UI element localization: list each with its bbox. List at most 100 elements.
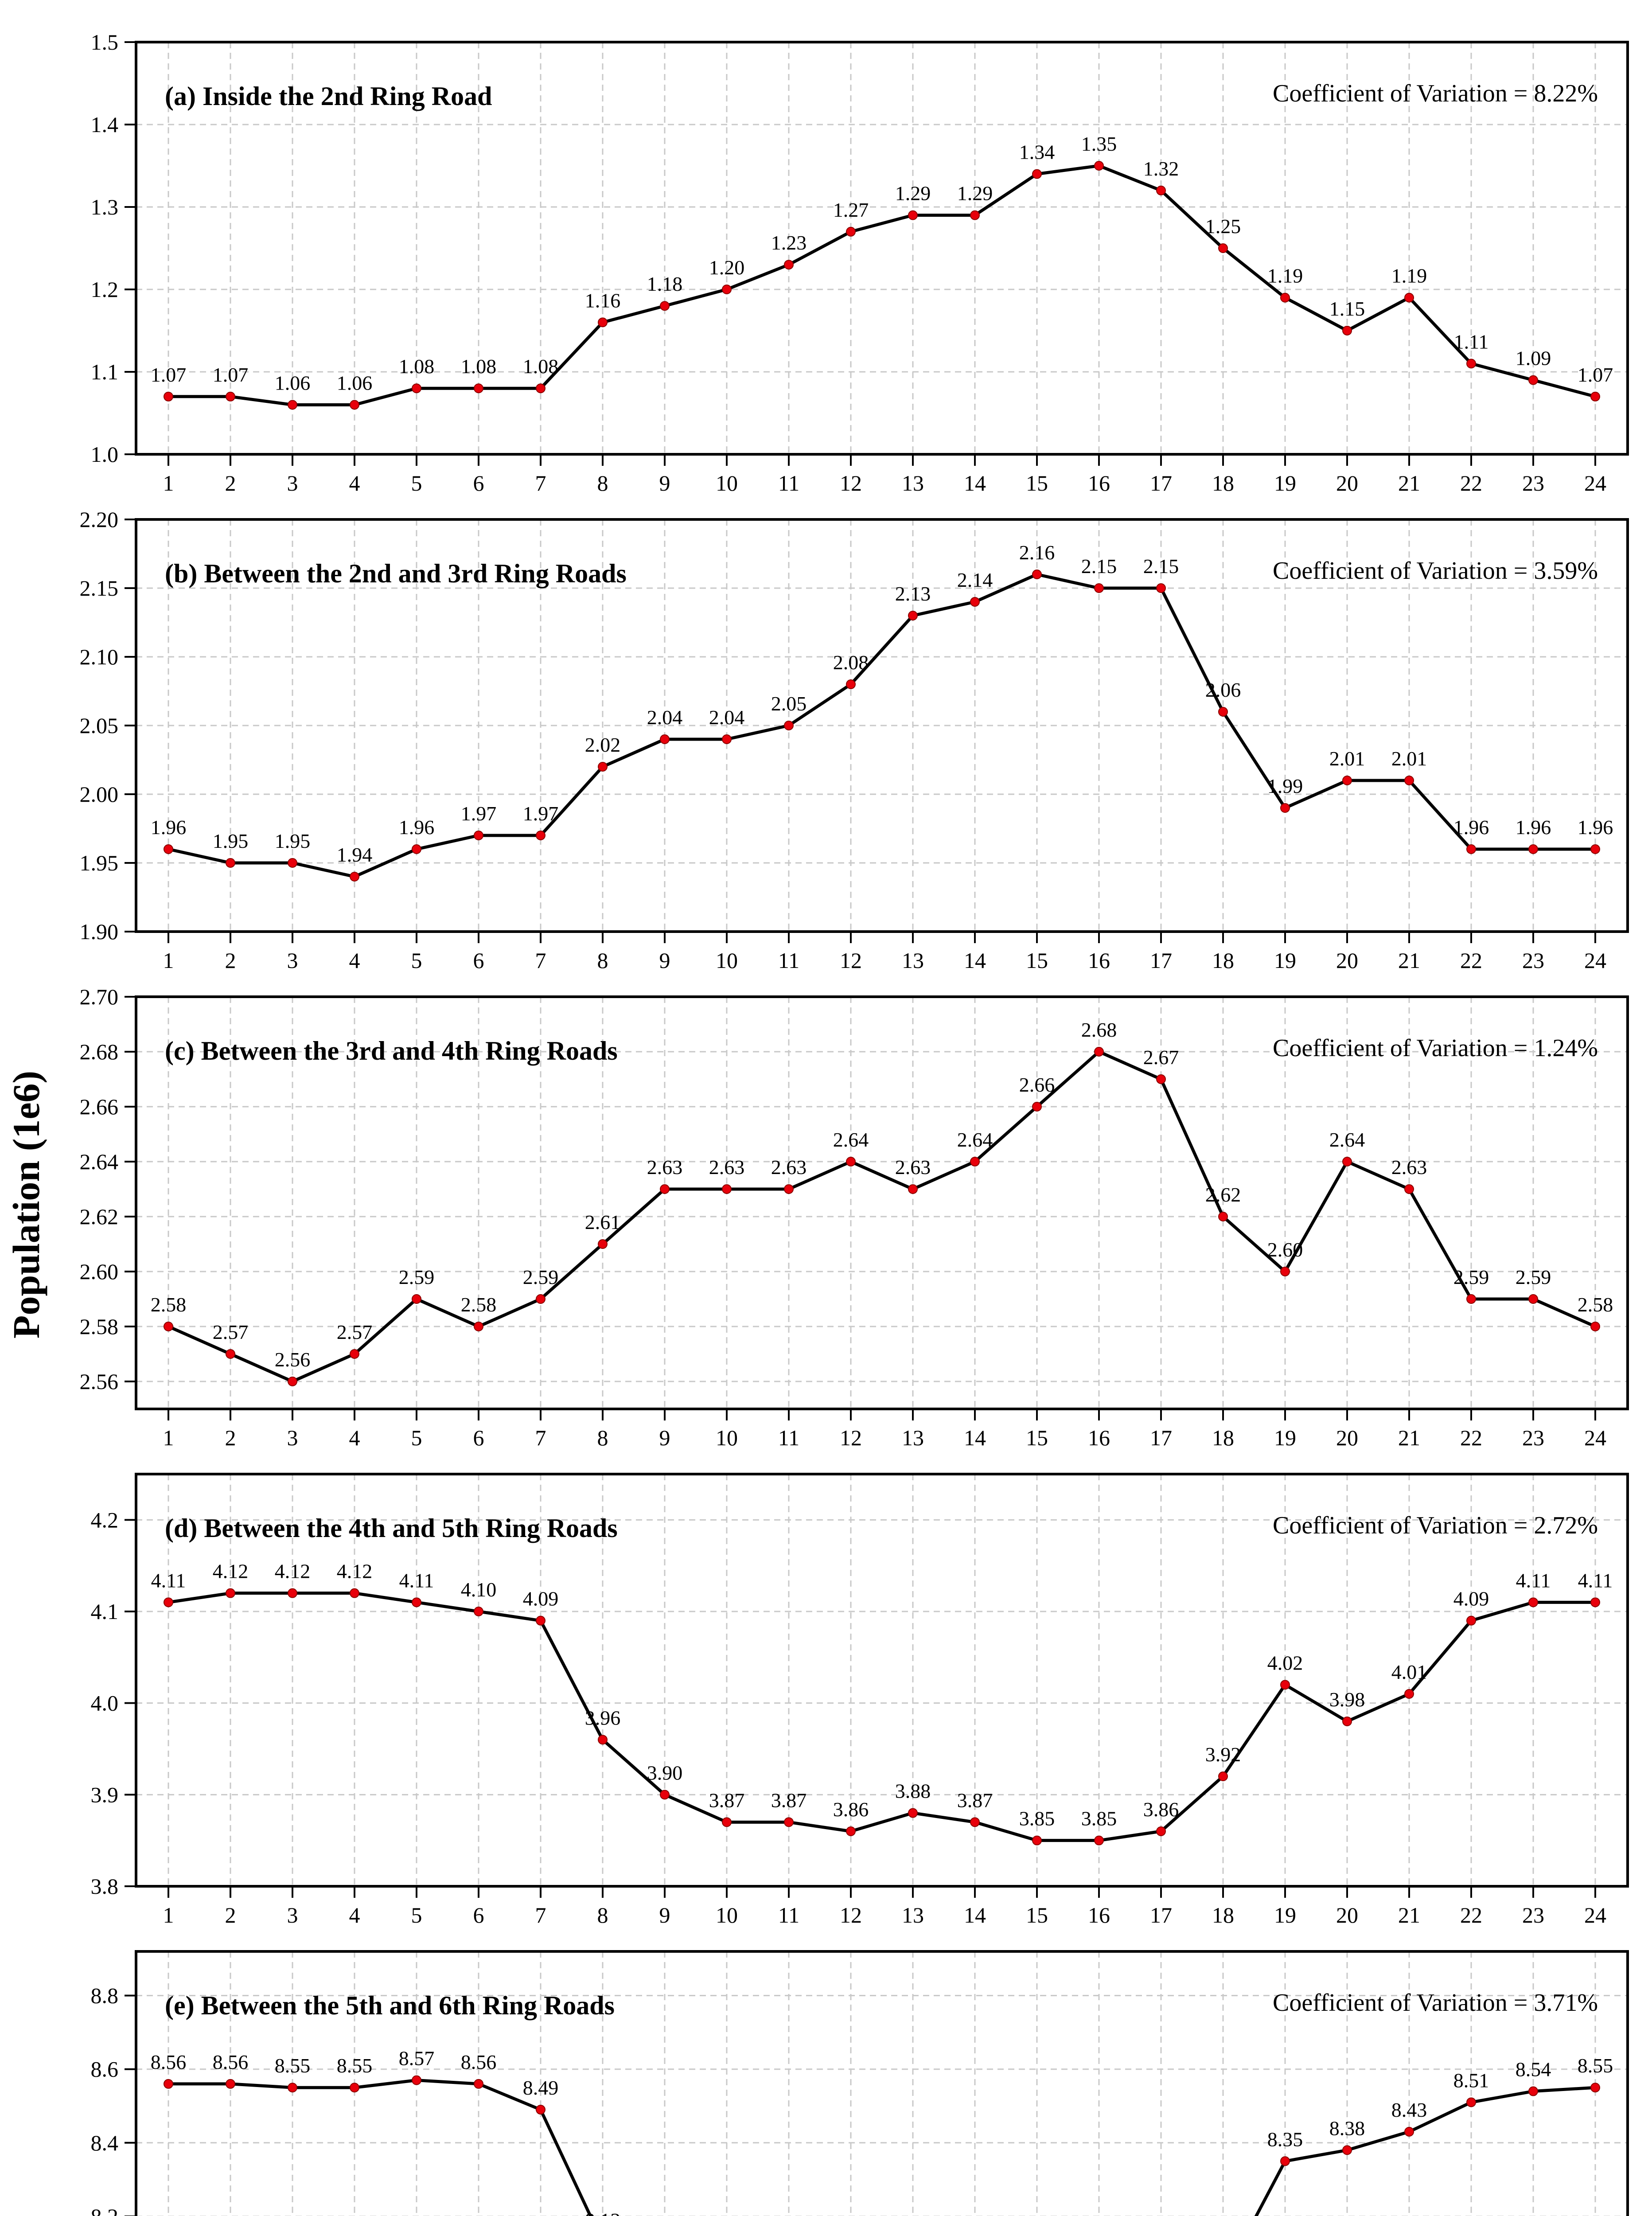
data-point — [970, 1817, 980, 1827]
data-point — [474, 1607, 483, 1616]
data-point — [1094, 1835, 1104, 1845]
data-point — [226, 2079, 235, 2089]
y-tick-label: 1.4 — [91, 112, 119, 137]
y-tick-label: 1.5 — [91, 30, 119, 55]
data-point-label: 3.87 — [957, 1789, 993, 1811]
data-point-label: 1.07 — [213, 363, 249, 386]
data-point — [846, 226, 856, 237]
plot-border — [135, 1473, 1629, 1888]
data-point — [1218, 1771, 1228, 1781]
cv-annotation: Coefficient of Variation = 1.24% — [1273, 1034, 1598, 1062]
data-point — [1528, 2086, 1538, 2096]
data-point-label: 4.09 — [1453, 1588, 1489, 1610]
x-tick-label: 15 — [1026, 471, 1048, 495]
x-tick-label: 22 — [1460, 471, 1482, 495]
x-tick-label: 19 — [1274, 1903, 1296, 1927]
data-point — [1342, 2145, 1352, 2155]
data-point-label: 1.29 — [957, 182, 993, 205]
data-point-label: 1.15 — [1329, 297, 1365, 320]
x-tick-label: 16 — [1088, 1903, 1110, 1927]
data-point — [1590, 2083, 1600, 2093]
data-point-label: 2.63 — [771, 1156, 807, 1178]
x-tick-label: 19 — [1274, 1425, 1296, 1450]
data-point — [474, 2079, 483, 2089]
data-point-label: 1.96 — [399, 816, 435, 839]
x-tick-label: 13 — [902, 1903, 924, 1927]
data-point — [288, 1588, 297, 1598]
y-axis-label: Population (1e6) — [5, 1071, 47, 1338]
data-point-label: 1.97 — [461, 802, 497, 825]
y-tick-label: 2.10 — [80, 644, 119, 669]
x-tick-label: 5 — [411, 948, 422, 973]
x-tick-label: 11 — [778, 948, 799, 973]
data-point — [1156, 185, 1166, 195]
x-tick-label: 6 — [473, 471, 484, 495]
data-point-label: 8.56 — [151, 2051, 187, 2073]
data-line — [167, 164, 1597, 406]
data-point — [1404, 1689, 1414, 1699]
subplot-title: (d) Between the 4th and 5th Ring Roads — [165, 1514, 618, 1543]
data-point — [1466, 1615, 1476, 1626]
data-point-label: 1.19 — [1267, 265, 1303, 287]
data-point — [1280, 1267, 1290, 1276]
data-point — [1528, 1597, 1538, 1607]
x-tick-label: 4 — [349, 1903, 360, 1927]
data-point — [288, 400, 297, 410]
data-point — [226, 1588, 235, 1598]
x-tick-label: 4 — [349, 471, 360, 495]
data-point — [660, 301, 670, 311]
data-point-label: 1.95 — [275, 830, 311, 852]
x-tick-label: 14 — [964, 1903, 986, 1927]
x-tick-label: 1 — [163, 1903, 174, 1927]
data-point-label: 2.58 — [1578, 1293, 1613, 1316]
data-line — [167, 1592, 1597, 1842]
subplot-b: 1.901.952.002.052.102.152.201 2 3 4 5 6 7 8 9 10 1… — [80, 507, 1629, 973]
y-tick-label: 1.90 — [80, 919, 119, 944]
data-point — [474, 383, 483, 394]
data-point — [164, 391, 173, 402]
data-point-label: 1.20 — [709, 256, 745, 279]
data-point — [970, 597, 980, 607]
y-tick-label: 8.8 — [91, 1983, 119, 2008]
x-tick-label: 20 — [1336, 1425, 1358, 1450]
data-point-label: 3.86 — [1143, 1798, 1179, 1821]
data-point-label: 2.63 — [709, 1156, 745, 1178]
data-point-label: 2.16 — [1019, 541, 1055, 564]
data-point-label: 3.98 — [1329, 1688, 1365, 1711]
y-tick-label: 1.0 — [91, 442, 119, 467]
x-tick-label: 7 — [535, 1903, 546, 1927]
x-tick-label: 6 — [473, 948, 484, 973]
x-tick-label: 21 — [1398, 471, 1420, 495]
y-tick-label: 2.60 — [80, 1259, 119, 1284]
data-point-label: 2.04 — [647, 706, 683, 729]
x-tick-label: 18 — [1212, 948, 1234, 973]
data-point-label: 2.04 — [709, 706, 745, 729]
data-point-label: 1.27 — [833, 199, 869, 221]
x-tick-label: 4 — [349, 1425, 360, 1450]
y-tick-label: 2.62 — [80, 1204, 119, 1229]
data-point — [1218, 243, 1228, 253]
data-point-label: 3.88 — [895, 1780, 931, 1802]
subplot-title: (b) Between the 2nd and 3rd Ring Roads — [165, 559, 627, 588]
data-point — [1218, 1212, 1228, 1221]
x-tick-label: 14 — [964, 1425, 986, 1450]
data-point-label: 2.06 — [1205, 679, 1241, 701]
x-tick-label: 8 — [597, 1425, 608, 1450]
x-tick-label: 18 — [1212, 471, 1234, 495]
data-point-label: 2.08 — [833, 651, 869, 674]
x-tick-label: 11 — [778, 1903, 799, 1927]
y-tick-label: 1.1 — [91, 359, 119, 384]
data-point-label: 2.13 — [895, 582, 931, 605]
data-point — [1094, 161, 1104, 171]
y-tick-label: 2.00 — [80, 782, 119, 807]
data-point — [846, 1826, 856, 1836]
x-tick-label: 14 — [964, 471, 986, 495]
data-point-label: 1.07 — [151, 363, 187, 386]
data-point — [908, 210, 918, 220]
data-point — [350, 1588, 359, 1598]
data-point — [1156, 583, 1166, 593]
data-point — [1342, 776, 1352, 785]
data-point — [1032, 1102, 1042, 1112]
data-point — [536, 383, 545, 394]
